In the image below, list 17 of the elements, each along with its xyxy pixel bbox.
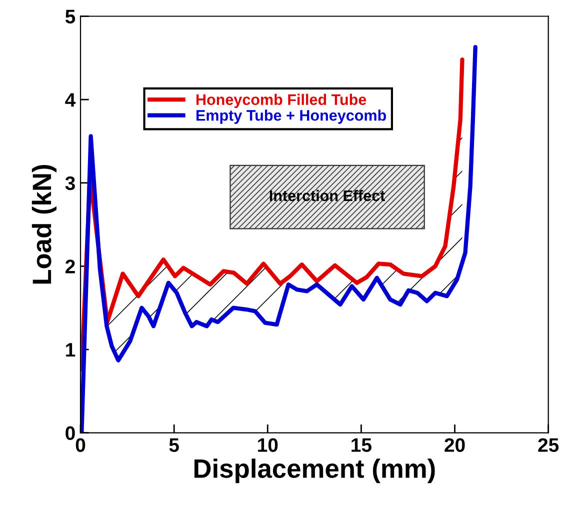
x-tick-label: 5 [169, 438, 179, 452]
x-tick-label: 15 [352, 438, 372, 452]
legend-label: Honeycomb Filled Tube [196, 94, 366, 108]
y-tick-label: 5 [65, 10, 76, 24]
x-tick-label: 20 [444, 438, 465, 452]
y-tick-label: 3 [65, 176, 75, 190]
x-tick-label: 25 [538, 438, 559, 452]
x-tick-label: 0 [76, 438, 86, 452]
y-tick-label: 1 [66, 343, 76, 357]
y-tick-label: 0 [66, 426, 75, 440]
line-series [80, 44, 478, 433]
y-tick-label: 4 [65, 93, 76, 107]
legend-label: Empty Tube + Honeycomb [196, 110, 386, 124]
y-tick-label: 2 [66, 260, 75, 274]
y-axis-title: Load (kN) [32, 165, 57, 284]
x-axis-title: Displacement (mm) [194, 458, 435, 484]
x-tick-label: 10 [258, 438, 278, 452]
